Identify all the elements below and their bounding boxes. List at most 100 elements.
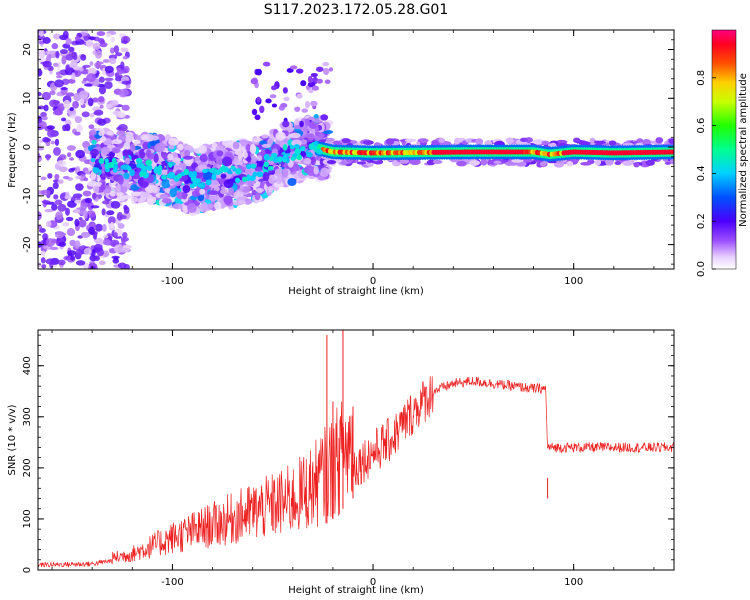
spectrogram-cell: [65, 64, 70, 72]
colorbar-tick-label: 0.4: [696, 165, 707, 181]
spectrogram-cell: [294, 106, 301, 112]
spectrogram-cell: [111, 146, 121, 154]
spectrogram-peak: [90, 157, 96, 163]
colorbar-ticks: 0.0 0.2 0.4 0.6 0.8: [696, 70, 716, 277]
spectrogram-peak: [290, 156, 296, 161]
spectrogram-peak: [136, 163, 142, 168]
spectrogram-cell: [254, 192, 261, 201]
spectrogram-cell: [417, 138, 429, 143]
spectrogram-cell: [93, 184, 100, 194]
spectrogram-cell: [62, 30, 69, 39]
spectrogram-cell: [72, 100, 80, 109]
spectrogram-cell: [89, 129, 97, 136]
spectrogram-cell: [110, 101, 119, 107]
spectrogram-cell: [228, 187, 235, 196]
spectrogram-cell: [254, 160, 266, 166]
spectrogram-cell: [256, 155, 263, 162]
spectrogram-peak: [296, 154, 303, 161]
spectrogram-cell: [282, 87, 288, 94]
spectrogram-cell: [199, 188, 206, 195]
spectrogram-cell: [113, 256, 119, 261]
spectrogram-cell: [125, 135, 131, 145]
spectrogram-cell: [251, 108, 258, 116]
spectrogram-cell: [261, 134, 269, 139]
spectrogram-cell: [199, 154, 208, 163]
spectrogram-cell: [104, 65, 114, 74]
spectrogram-cell: [98, 76, 105, 83]
spectrogram-cell: [74, 116, 83, 124]
spectrogram-cell: [83, 247, 92, 256]
spectrogram-cell: [88, 226, 95, 235]
spectrogram-cell: [182, 205, 189, 214]
spectrogram-cell: [90, 148, 100, 157]
spectrogram-cell: [269, 94, 277, 99]
spectrogram-cell: [41, 200, 51, 204]
spectrogram-cell: [91, 97, 100, 103]
spectrogram-cell: [181, 191, 188, 200]
spectrogram-cell: [99, 42, 108, 48]
spectrogram-cell: [168, 137, 178, 146]
x-tick-label: 0: [370, 276, 376, 287]
spectrogram-cell: [299, 120, 304, 128]
spectrogram-cell: [150, 195, 157, 204]
spectrogram-cell: [316, 78, 323, 84]
snr-x-label: Height of straight line (km): [288, 585, 424, 596]
spectrogram-cell: [275, 131, 286, 141]
spectrogram-cell: [206, 203, 214, 209]
snr-line: [38, 376, 674, 568]
y-tick-label: 400: [22, 356, 33, 375]
spectrogram-cell: [122, 55, 128, 60]
spectrogram-cell: [566, 161, 574, 167]
spectrogram-heatmap: [38, 30, 674, 269]
spectrogram-cell: [55, 71, 61, 76]
spectrogram-peak: [246, 174, 251, 182]
spectrogram-cell: [456, 160, 467, 167]
spectrogram-cell: [78, 217, 83, 221]
spectrogram-cell: [57, 179, 64, 184]
spectrogram-peak: [234, 177, 241, 184]
spectrogram-cell: [232, 141, 240, 150]
spectrogram-cell: [115, 184, 121, 193]
spectrogram-cell: [120, 76, 130, 83]
spectrogram-frame: [37, 29, 675, 270]
spectrogram-cell: [93, 243, 103, 251]
spectrogram-cell: [311, 85, 320, 91]
spectrogram-cell: [274, 168, 285, 177]
spectrogram-x-ticks: -100 0 100: [51, 30, 655, 287]
spectrogram-cell: [54, 79, 64, 88]
spectrogram-cell: [65, 37, 72, 45]
spectrogram-cell: [60, 87, 68, 91]
spectrogram-cell: [255, 68, 262, 76]
spectrogram-peak: [161, 174, 167, 180]
snr-x-ticks: -100 0 100: [51, 330, 655, 588]
spectrogram-peak: [145, 159, 152, 166]
spectrogram-cell: [116, 70, 123, 75]
spectrogram-cell: [98, 260, 106, 266]
spectrogram-peak: [219, 166, 226, 173]
spectrogram-cell: [310, 156, 316, 166]
spectrogram-cell: [668, 138, 674, 144]
spectrogram-cell: [94, 223, 103, 232]
spectrogram-peak: [282, 154, 287, 161]
spectrogram-cell: [83, 177, 89, 182]
spectrogram-cell: [89, 61, 94, 66]
spectrogram-cell: [308, 88, 314, 94]
spectrogram-cell: [109, 190, 116, 197]
x-tick-label: 100: [564, 276, 583, 287]
spectrogram-cell: [106, 210, 115, 216]
spectrogram-cell: [268, 174, 276, 184]
spectrogram-cell: [38, 142, 42, 147]
spectrogram-cell: [322, 61, 330, 67]
spectrogram-cell: [106, 130, 114, 136]
spectrogram-peak: [214, 169, 222, 175]
spectrogram-cell: [224, 196, 232, 206]
spectrogram-peak: [189, 183, 195, 189]
colorbar-label: Normalized spectral amplitude: [738, 73, 749, 227]
spectrogram-cell: [38, 225, 43, 229]
spectrogram-cell: [203, 171, 213, 181]
spectrogram-cell: [44, 208, 54, 213]
spectrogram-cell: [63, 99, 71, 109]
spectrogram-peak: [211, 174, 217, 181]
spectrogram-peak: [289, 145, 295, 150]
